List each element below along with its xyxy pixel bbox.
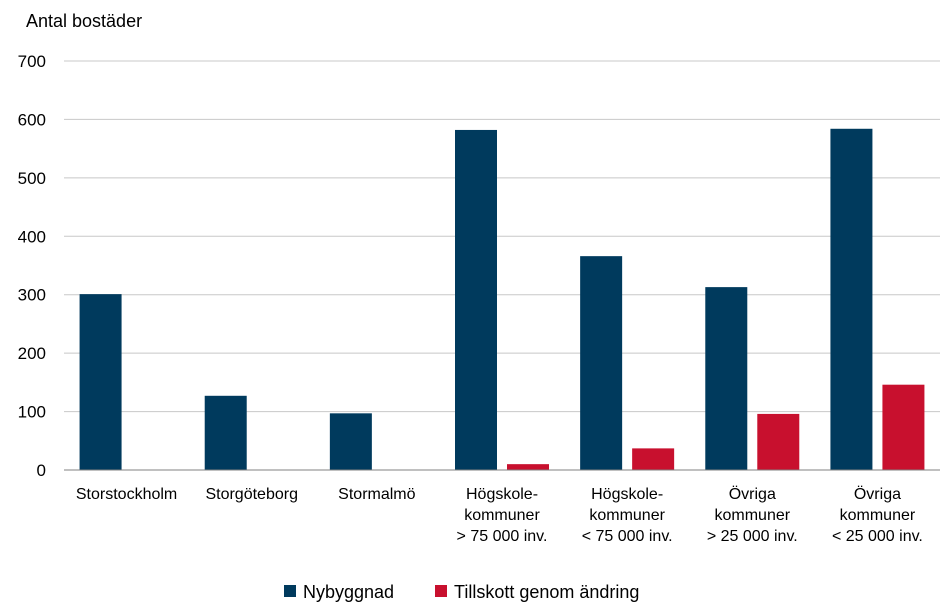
- y-tick-label: 100: [18, 403, 46, 422]
- legend-swatch: [435, 585, 447, 597]
- y-axis-label: Antal bostäder: [26, 11, 142, 31]
- bar-nybyggnad: [329, 413, 372, 470]
- y-tick-label: 700: [18, 52, 46, 71]
- category-label: Högskole-kommuner < 75 000 inv.: [582, 486, 673, 545]
- category-label: Högskole-kommuner > 75 000 inv.: [457, 486, 548, 545]
- bar-tillskott: [882, 384, 925, 470]
- bar-nybyggnad: [455, 129, 497, 470]
- bar-nybyggnad: [580, 256, 623, 470]
- legend-label: Tillskott genom ändring: [454, 582, 639, 602]
- bar-nybyggnad: [705, 287, 748, 470]
- bar-tillskott: [757, 413, 800, 470]
- gridlines: [64, 60, 940, 413]
- legend-label: Nybyggnad: [303, 582, 394, 602]
- y-tick-label: 400: [18, 227, 46, 246]
- category-label: Övriga kommuner > 25 000 inv.: [707, 485, 798, 545]
- bar-tillskott: [632, 448, 675, 470]
- bar-nybyggnad: [204, 395, 247, 470]
- y-tick-label: 500: [18, 169, 46, 188]
- category-label: Storgöteborg: [205, 486, 298, 503]
- y-tick-label: 200: [18, 344, 46, 363]
- legend-swatch: [284, 585, 296, 597]
- bar-nybyggnad: [830, 128, 873, 470]
- y-tick-label: 300: [18, 286, 46, 305]
- category-label: Storstockholm: [76, 486, 177, 503]
- bar-tillskott: [507, 464, 549, 470]
- category-label: Övriga kommuner < 25 000 inv.: [832, 485, 923, 545]
- category-label: Stormalmö: [338, 486, 415, 503]
- bars: [79, 128, 925, 470]
- y-tick-label: 600: [18, 110, 46, 129]
- bar-nybyggnad: [79, 294, 122, 470]
- y-tick-label: 0: [37, 461, 46, 480]
- category-labels: Storstockholm Storgöteborg Stormalmö Högsko…: [76, 485, 923, 545]
- legend: Nybyggnad Tillskott genom ändring: [284, 582, 639, 602]
- y-tick-labels: 0 100 200 300 400 500 600 700: [18, 52, 46, 480]
